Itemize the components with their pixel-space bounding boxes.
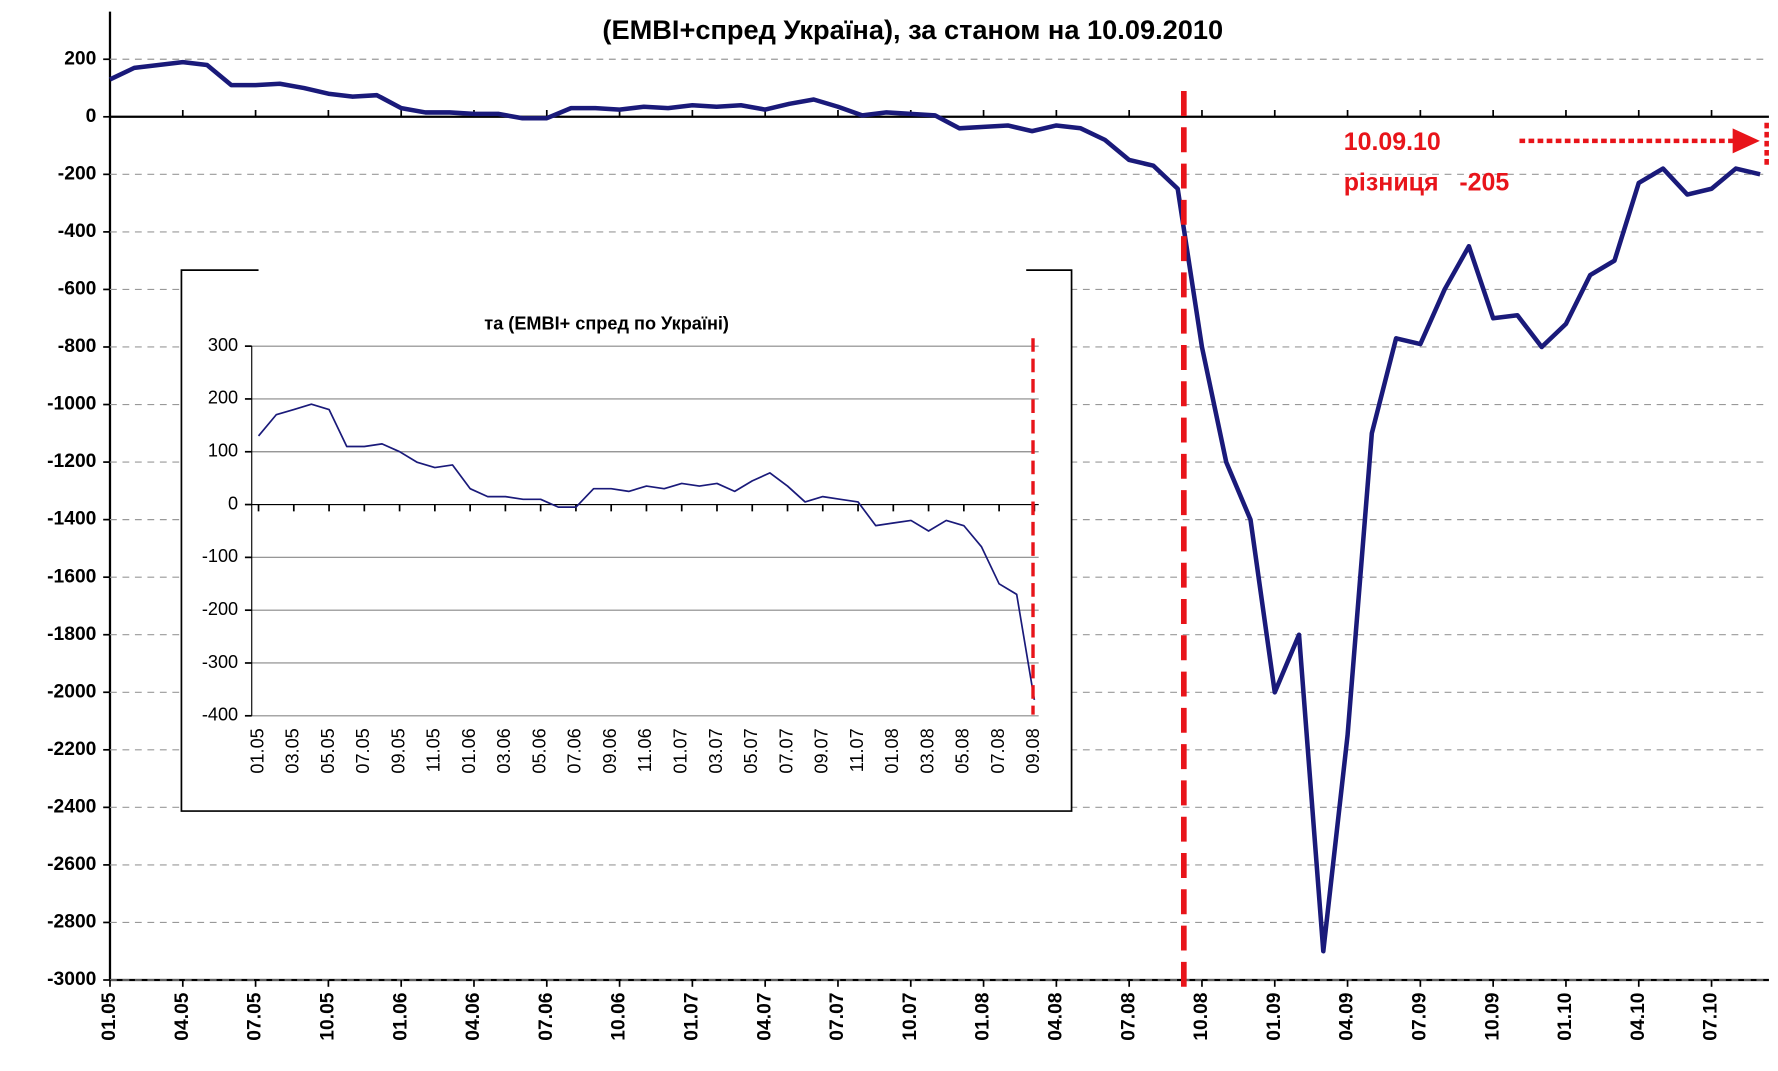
data-line (109, 59, 1761, 954)
x-tick-label: 03.05 (283, 728, 303, 773)
y-tick-label: -300 (202, 652, 238, 672)
x-tick-label: 04.09 (1337, 992, 1358, 1040)
x-tick-label: 01.06 (390, 992, 411, 1040)
x-tick-label: 10.06 (609, 992, 630, 1040)
x-tick-label: 07.05 (353, 728, 373, 773)
x-tick-label: 03.08 (917, 728, 937, 773)
x-tick-label: 10.05 (317, 992, 338, 1040)
y-tick-label: 200 (208, 388, 238, 408)
y-tick-label: -1800 (47, 624, 96, 645)
annotation: 10.09.10 (1344, 128, 1441, 156)
annotation: різниця -205 (1344, 169, 1510, 197)
x-tick-label: 11.05 (424, 728, 444, 772)
x-tick-label: 07.07 (776, 728, 796, 773)
x-tick-label: 05.07 (741, 728, 761, 773)
y-tick-label: -600 (58, 279, 97, 300)
y-tick-label: 200 (64, 48, 96, 69)
y-tick-label: -2600 (47, 854, 96, 875)
y-tick-label: 100 (208, 441, 238, 461)
x-tick-label: 04.08 (1045, 992, 1066, 1040)
x-tick-label: 01.05 (247, 728, 267, 773)
y-tick-label: -2800 (47, 912, 96, 933)
x-tick-label: 01.08 (973, 992, 994, 1040)
y-tick-label: -800 (58, 336, 97, 357)
chart-title: (EMBI+спред Україна), за станом на 10.09… (602, 14, 1223, 45)
x-tick-label: 04.05 (172, 992, 193, 1040)
x-tick-label: 03.07 (706, 728, 726, 773)
y-tick-label: -200 (202, 599, 238, 619)
y-tick-label: -400 (202, 705, 238, 725)
x-tick-label: 07.09 (1409, 992, 1430, 1040)
x-tick-label: 04.07 (754, 992, 775, 1040)
y-tick-label: -200 (58, 163, 97, 184)
x-tick-label: 04.10 (1628, 992, 1649, 1040)
x-tick-label: 10.07 (900, 992, 921, 1040)
y-tick-label: -2000 (47, 681, 96, 702)
x-tick-label: 09.08 (1023, 728, 1043, 773)
x-tick-label: 07.10 (1701, 992, 1722, 1040)
y-tick-label: -3000 (47, 969, 96, 990)
x-tick-label: 07.08 (988, 728, 1008, 773)
x-tick-label: 07.06 (536, 992, 557, 1040)
x-tick-label: 01.10 (1555, 992, 1576, 1040)
x-tick-label: 07.06 (565, 728, 585, 773)
x-tick-label: 05.05 (318, 728, 338, 773)
x-tick-label: 03.06 (494, 728, 514, 773)
y-tick-label: 0 (228, 493, 238, 513)
inset-title: та (EMBI+ спред по Україні) (484, 313, 729, 333)
x-tick-label: 01.09 (1264, 992, 1285, 1040)
inset-border (180, 269, 1073, 812)
x-tick-label: 01.05 (99, 992, 120, 1040)
x-tick-label: 09.05 (388, 728, 408, 773)
x-tick-label: 09.07 (812, 728, 832, 773)
y-tick-label: -1200 (47, 451, 96, 472)
x-tick-label: 01.07 (681, 992, 702, 1040)
y-tick-label: -1600 (47, 566, 96, 587)
x-tick-label: 10.09 (1482, 992, 1503, 1040)
x-tick-label: 04.06 (463, 992, 484, 1040)
inset (181, 270, 1072, 812)
x-tick-label: 07.08 (1118, 992, 1139, 1040)
y-tick-label: -1400 (47, 509, 96, 530)
x-tick-label: 01.07 (671, 728, 691, 773)
x-tick-label: 05.08 (953, 728, 973, 773)
x-tick-label: 11.07 (847, 728, 867, 772)
x-tick-label: 05.06 (529, 728, 549, 773)
y-tick-label: -100 (202, 546, 238, 566)
y-tick-label: 300 (208, 335, 238, 355)
y-tick-label: -1000 (47, 394, 96, 415)
arrow-head (1732, 128, 1760, 154)
x-tick-label: 11.06 (635, 728, 655, 772)
x-tick-label: 01.06 (459, 728, 479, 773)
y-tick-label: -400 (58, 221, 97, 242)
x-tick-label: 10.08 (1191, 992, 1212, 1040)
x-tick-label: 09.06 (600, 728, 620, 773)
y-tick-label: -2200 (47, 739, 96, 760)
y-tick-label: -2400 (47, 796, 96, 817)
x-tick-label: 07.05 (245, 992, 266, 1040)
x-tick-label: 01.08 (882, 728, 902, 773)
data-line (257, 403, 1036, 701)
x-tick-label: 07.07 (827, 992, 848, 1040)
y-tick-label: 0 (86, 106, 97, 127)
